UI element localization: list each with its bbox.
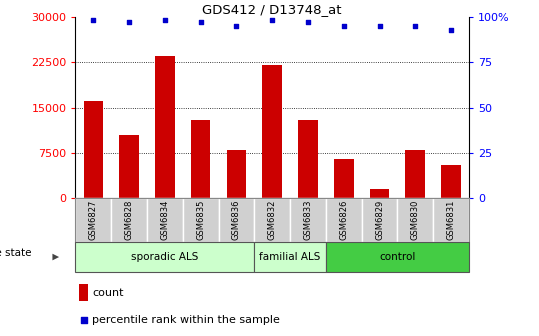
Point (268, 18, 277, 23)
Point (303, 19, 312, 25)
Bar (298, 120, 318, 198)
Bar (433, 198, 469, 242)
Text: GSM6835: GSM6835 (196, 200, 205, 240)
Text: GSM6832: GSM6832 (268, 200, 277, 240)
Bar (155, 56, 175, 198)
Point (89, 18, 98, 23)
Text: GSM6826: GSM6826 (339, 200, 348, 240)
Text: GSM6833: GSM6833 (303, 200, 313, 240)
Text: disease state: disease state (0, 248, 32, 258)
Text: GSM6829: GSM6829 (375, 200, 384, 240)
Bar (326, 198, 362, 242)
Text: GSM6836: GSM6836 (232, 200, 241, 240)
Bar (262, 65, 282, 198)
Point (340, 23, 348, 29)
Bar (441, 165, 461, 198)
Point (447, 27, 455, 32)
Bar (334, 159, 354, 198)
Text: familial ALS: familial ALS (259, 252, 321, 262)
Text: GSM6834: GSM6834 (161, 200, 169, 240)
Bar (226, 150, 246, 198)
Bar (362, 198, 397, 242)
Bar (254, 198, 290, 242)
Bar (111, 198, 147, 242)
Bar (191, 120, 211, 198)
Bar (119, 135, 139, 198)
Bar (254, 242, 326, 272)
Point (79, 318, 88, 323)
Bar (84, 101, 103, 198)
Bar (183, 198, 218, 242)
Point (375, 23, 384, 29)
Bar (370, 189, 389, 198)
Bar (218, 198, 254, 242)
Text: count: count (92, 288, 123, 298)
Point (232, 23, 241, 29)
Text: GSM6831: GSM6831 (446, 200, 455, 240)
Text: GSM6828: GSM6828 (125, 200, 134, 240)
Bar (75, 242, 254, 272)
Text: percentile rank within the sample: percentile rank within the sample (92, 315, 280, 325)
Text: GSM6830: GSM6830 (411, 200, 420, 240)
Bar (326, 242, 469, 272)
Bar (405, 150, 425, 198)
Bar (75, 198, 111, 242)
Bar (79, 284, 88, 301)
Point (125, 19, 134, 25)
Bar (397, 198, 433, 242)
Point (161, 18, 169, 23)
Title: GDS412 / D13748_at: GDS412 / D13748_at (203, 3, 342, 16)
Point (196, 19, 205, 25)
Bar (147, 198, 183, 242)
Text: GSM6827: GSM6827 (89, 200, 98, 240)
Text: control: control (379, 252, 416, 262)
Bar (290, 198, 326, 242)
Text: sporadic ALS: sporadic ALS (131, 252, 198, 262)
Point (411, 23, 419, 29)
